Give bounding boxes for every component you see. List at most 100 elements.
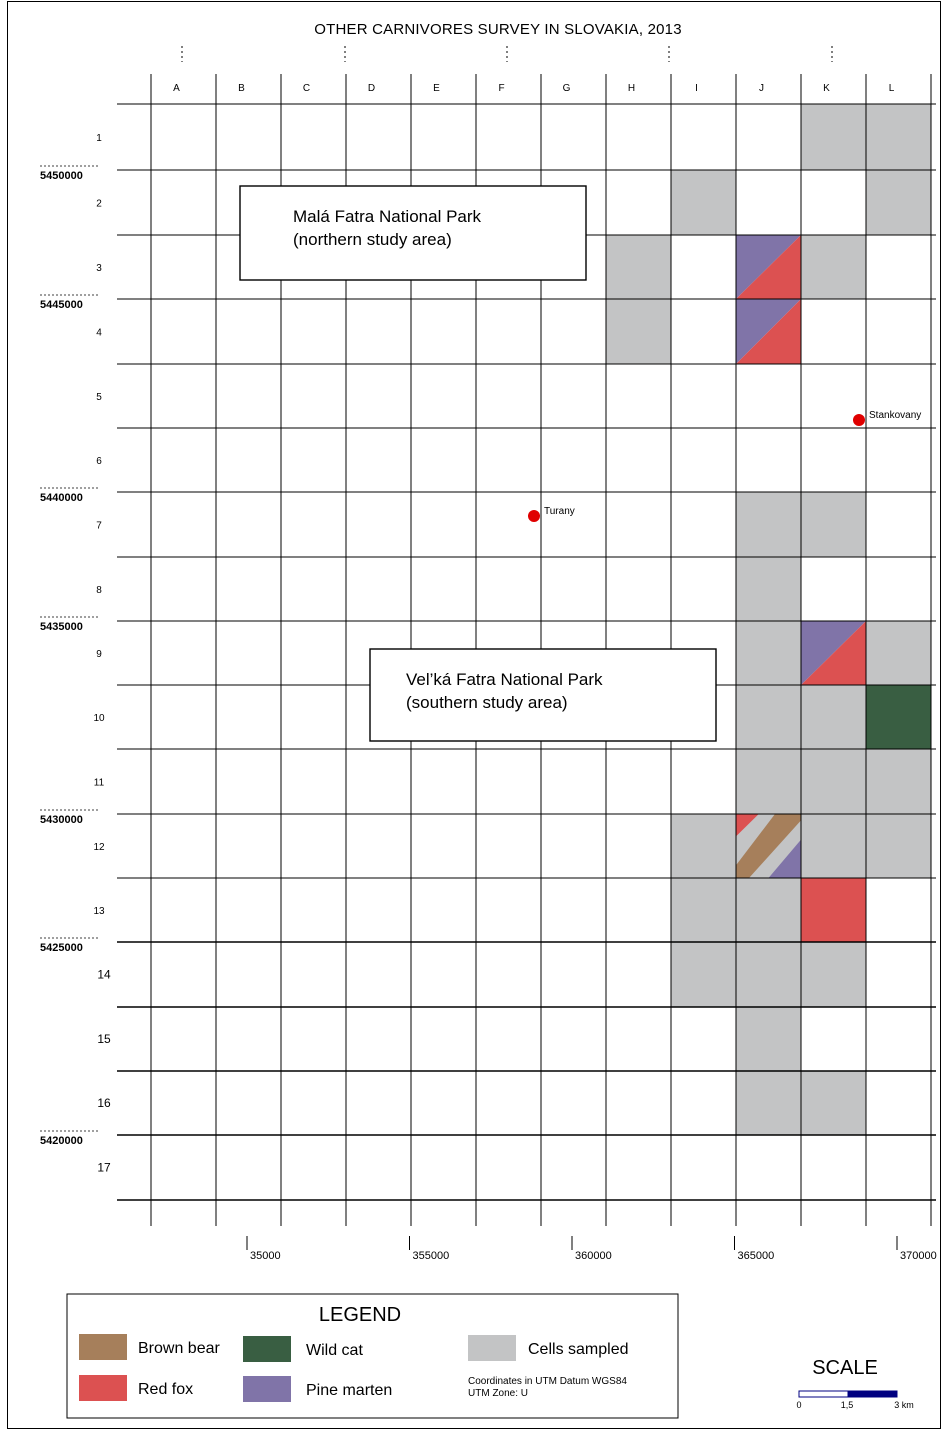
cell-k1	[801, 104, 866, 170]
cell-l2	[866, 170, 931, 235]
map-title: OTHER CARNIVORES SURVEY IN SLOVAKIA, 201…	[314, 21, 682, 38]
place-stankovany: Stankovany	[853, 410, 921, 426]
legend-label-pine-marten: Pine marten	[306, 1382, 392, 1399]
south-area-box: Vel’ká Fatra National Park (southern stu…	[369, 648, 717, 742]
cell-l10	[866, 685, 931, 749]
cell-k13	[801, 878, 866, 942]
cell-j7	[736, 492, 801, 557]
row-label-1: 1	[96, 133, 102, 144]
row-label-12: 12	[93, 842, 105, 853]
scale-tick-0: 0	[796, 1400, 801, 1410]
cell-l9	[866, 621, 931, 685]
cell-j13	[736, 878, 801, 942]
column-label-h: H	[628, 83, 635, 94]
cell-l11	[866, 749, 931, 814]
place-label: Turany	[544, 506, 575, 517]
row-label-5: 5	[96, 392, 102, 403]
column-label-k: K	[823, 83, 830, 94]
cell-j12	[736, 814, 801, 878]
row-label-6: 6	[96, 456, 102, 467]
cell-j3	[736, 235, 801, 299]
easting-label: 365000	[738, 1250, 775, 1262]
easting-label: 355000	[413, 1250, 450, 1262]
south-area-subtitle: (southern study area)	[406, 693, 568, 712]
cell-k16	[801, 1071, 866, 1135]
cell-j15	[736, 1007, 801, 1071]
scale-title: SCALE	[812, 1357, 878, 1379]
cell-j16	[736, 1071, 801, 1135]
northing-label: 5425000	[40, 942, 83, 954]
column-label-b: B	[238, 83, 245, 94]
cell-j8	[736, 557, 801, 621]
row-label-15: 15	[97, 1032, 111, 1046]
northing-label: 5435000	[40, 621, 83, 633]
easting-label: 370000	[900, 1250, 937, 1262]
legend-label-brown-bear: Brown bear	[138, 1340, 220, 1357]
column-label-i: I	[695, 83, 698, 94]
north-area-name: Malá Fatra National Park	[293, 207, 482, 226]
row-label-4: 4	[96, 328, 102, 339]
cell-k7	[801, 492, 866, 557]
legend-swatch-brown-bear	[79, 1334, 127, 1360]
column-label-e: E	[433, 83, 440, 94]
cell-j12-brown-bear	[736, 814, 801, 878]
north-area-subtitle: (northern study area)	[293, 230, 452, 249]
legend-label-red-fox: Red fox	[138, 1381, 193, 1398]
cell-k3	[801, 235, 866, 299]
row-label-17: 17	[97, 1161, 111, 1175]
cell-j12-pine-marten	[768, 839, 801, 878]
legend-label-cells-sampled: Cells sampled	[528, 1341, 628, 1358]
scale-tick-1-5: 1,5	[841, 1400, 854, 1410]
cell-i14	[671, 942, 736, 1007]
row-label-14: 14	[97, 968, 111, 982]
place-label: Stankovany	[869, 410, 921, 421]
row-label-11: 11	[94, 778, 105, 789]
northing-label: 5430000	[40, 814, 83, 826]
scale-segment-blue	[847, 1390, 898, 1398]
northing-label: 5450000	[40, 170, 83, 182]
cells-layer	[606, 104, 931, 1135]
cell-k12	[801, 814, 866, 878]
legend-title: LEGEND	[319, 1304, 401, 1326]
row-label-3: 3	[96, 263, 102, 274]
legend-swatch-red-fox	[79, 1375, 127, 1401]
cell-k9-red-fox	[801, 621, 866, 685]
row-label-7: 7	[96, 521, 102, 532]
cell-j9	[736, 621, 801, 685]
labels-layer: A B C D E F G H I J K L1234567891011121314151617545…	[40, 83, 937, 1262]
cell-j12-red-fox	[736, 814, 759, 837]
cell-h3	[606, 235, 671, 299]
legend-swatch-pine-marten	[243, 1376, 291, 1402]
place-marker-icon	[528, 510, 540, 522]
legend-swatch-wild-cat	[243, 1336, 291, 1362]
cell-j14	[736, 942, 801, 1007]
cell-j11	[736, 749, 801, 814]
north-area-box: Malá Fatra National Park (northern study…	[239, 185, 587, 281]
places-layer: Turany Stankovany	[528, 410, 921, 522]
cell-k14	[801, 942, 866, 1007]
cell-k9	[801, 621, 866, 685]
column-label-j: J	[759, 83, 764, 94]
cell-j3-red-fox	[736, 235, 801, 299]
row-label-8: 8	[96, 585, 102, 596]
legend-swatch-cells-sampled	[468, 1335, 516, 1361]
northing-label: 5440000	[40, 492, 83, 504]
place-turany: Turany	[528, 506, 575, 522]
column-label-c: C	[303, 83, 310, 94]
place-marker-icon	[853, 414, 865, 426]
cell-h4	[606, 299, 671, 364]
scale-tick-3km: 3 km	[894, 1400, 914, 1410]
cell-l12	[866, 814, 931, 878]
easting-label: 35000	[250, 1250, 281, 1262]
cell-j4-red-fox	[736, 299, 801, 364]
row-label-13: 13	[93, 906, 105, 917]
cell-l1	[866, 104, 931, 170]
northing-label: 5420000	[40, 1135, 83, 1147]
row-label-9: 9	[96, 649, 102, 660]
legend-label-wild-cat: Wild cat	[306, 1342, 363, 1359]
cell-j10	[736, 685, 801, 749]
legend-note-datum: Coordinates in UTM Datum WGS84	[468, 1376, 627, 1387]
row-label-10: 10	[93, 713, 105, 724]
cell-i13	[671, 878, 736, 942]
